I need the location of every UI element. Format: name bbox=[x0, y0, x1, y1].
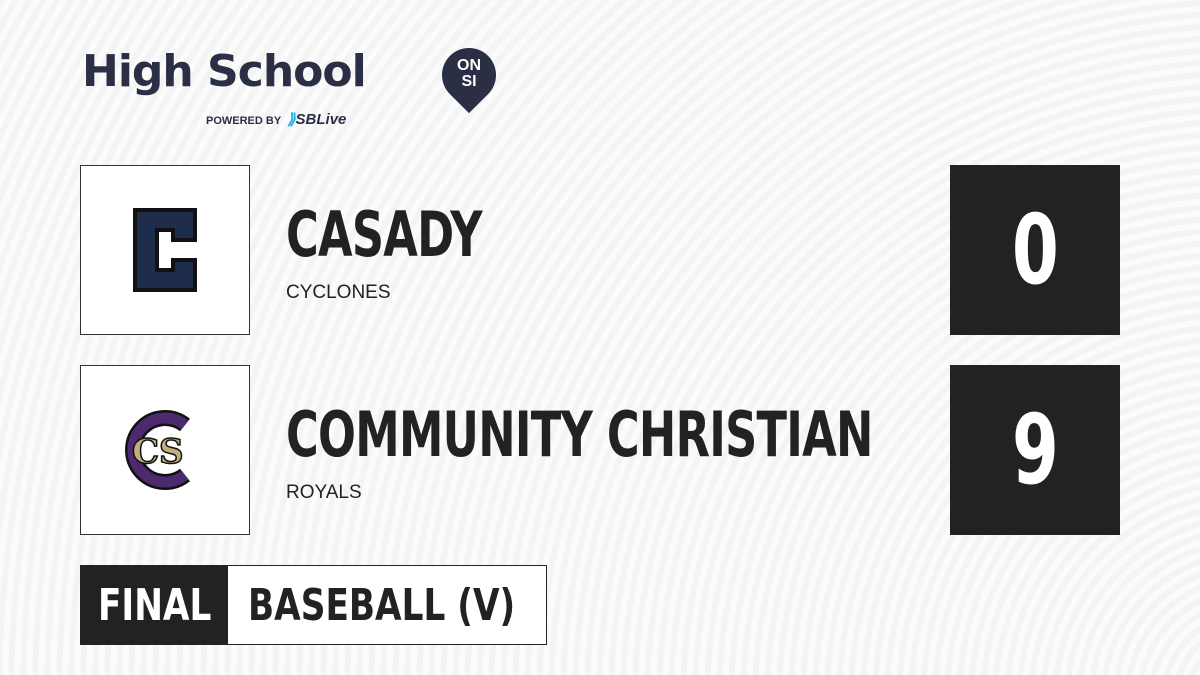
sblive-logo: ⟫SBLive bbox=[287, 111, 347, 128]
team-mascot: CYCLONES bbox=[286, 282, 391, 303]
brand-title: High School bbox=[82, 46, 367, 97]
svg-text:CS: CS bbox=[132, 432, 184, 472]
team-logo-community-christian: CS bbox=[80, 365, 250, 535]
team-logo-casady bbox=[80, 165, 250, 335]
sport-label: BASEBALL (V) bbox=[248, 579, 516, 631]
game-status-bar: FINAL BASEBALL (V) bbox=[80, 565, 547, 645]
team-score: 0 bbox=[950, 165, 1120, 335]
final-badge: FINAL bbox=[81, 566, 228, 644]
team-score: 9 bbox=[950, 365, 1120, 535]
on-si-pin-icon: ON SI bbox=[430, 36, 508, 114]
team-name: COMMUNITY CHRISTIAN bbox=[286, 398, 873, 471]
team-name: CASADY bbox=[286, 198, 483, 271]
high-school-on-si-logo: High School ON SI POWERED BY ⟫SBLive bbox=[82, 36, 508, 128]
team-mascot: ROYALS bbox=[286, 482, 362, 503]
powered-by: POWERED BY ⟫SBLive bbox=[206, 111, 347, 128]
